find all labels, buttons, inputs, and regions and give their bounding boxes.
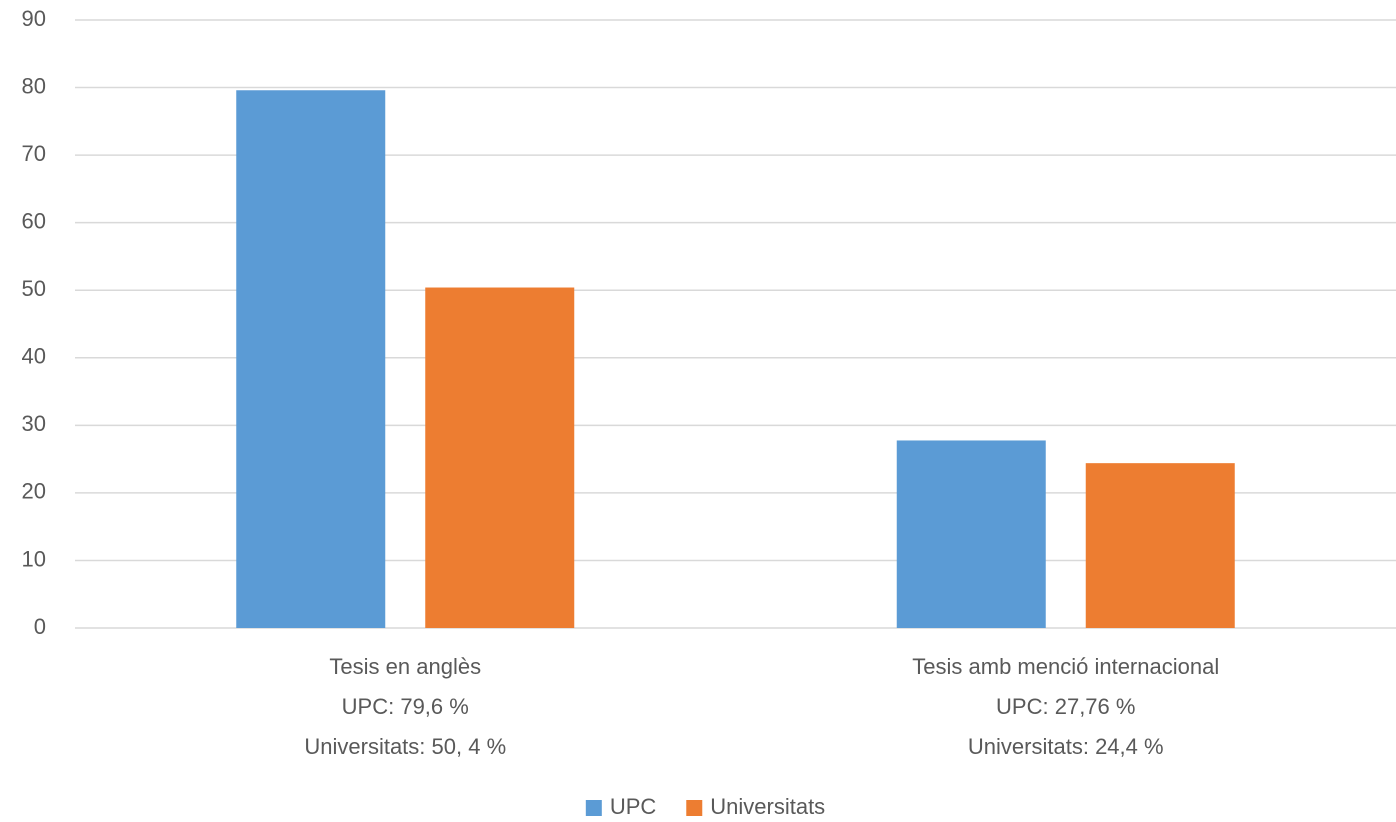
y-tick-label: 0 [34,614,46,639]
bar [896,440,1046,628]
y-tick-label: 60 [22,208,46,233]
x-tick-label: Tesis en anglès [329,654,481,679]
bar [425,287,575,628]
x-tick-label: Universitats: 24,4 % [968,734,1164,759]
y-tick-label: 50 [22,276,46,301]
x-tick-label: Universitats: 50, 4 % [304,734,506,759]
bar [1085,463,1235,628]
y-tick-label: 40 [22,344,46,369]
y-tick-label: 30 [22,411,46,436]
y-tick-label: 20 [22,479,46,504]
bar [236,90,386,629]
legend-label: Universitats [710,794,825,819]
y-tick-label: 10 [22,546,46,571]
x-tick-label: Tesis amb menció internacional [912,654,1219,679]
y-tick-label: 80 [22,73,46,98]
x-tick-label: UPC: 27,76 % [996,694,1135,719]
legend-label: UPC [610,794,657,819]
legend-swatch [686,800,703,816]
y-tick-label: 70 [22,141,46,166]
x-tick-label: UPC: 79,6 % [342,694,469,719]
y-tick-label: 90 [22,6,46,31]
legend-swatch [585,800,602,816]
